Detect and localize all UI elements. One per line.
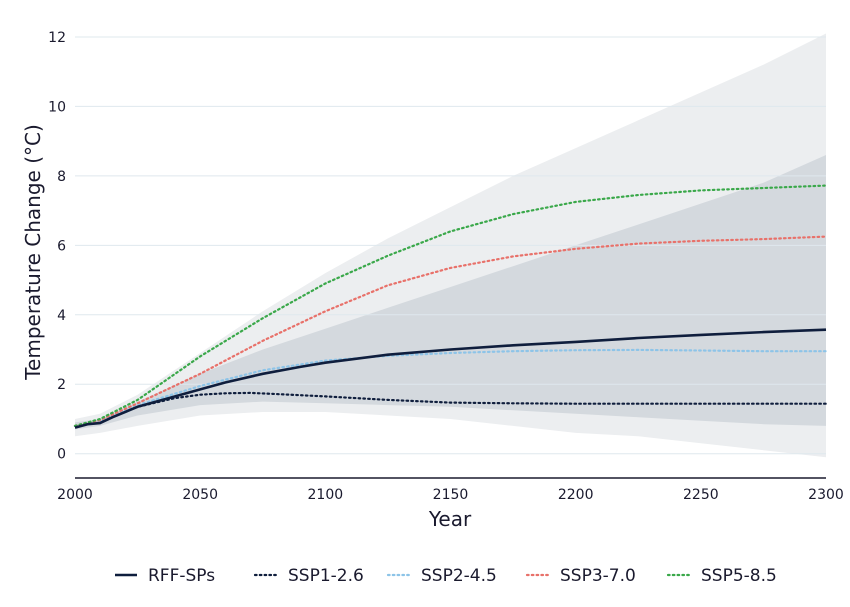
x-tick-label: 2150	[433, 487, 469, 503]
y-tick-label: 8	[57, 169, 66, 185]
legend-label: SSP2-4.5	[421, 566, 497, 586]
series-line-ssp3-7-0	[73, 235, 828, 427]
x-tick-label: 2000	[57, 487, 93, 503]
y-tick-label: 2	[57, 377, 66, 393]
legend-label: SSP1-2.6	[288, 566, 364, 586]
legend-label: RFF-SPs	[148, 566, 215, 586]
y-tick-label: 4	[57, 308, 66, 324]
y-tick-label: 10	[48, 99, 66, 115]
x-axis-title: Year	[428, 507, 472, 531]
y-tick-label: 0	[57, 447, 66, 463]
legend-label: SSP3-7.0	[560, 566, 636, 586]
y-tick-label: 6	[57, 238, 66, 254]
x-tick-labels: 2000 2050 2100 2150 2200 2250 2300	[57, 487, 844, 503]
x-tick-label: 2200	[558, 487, 594, 503]
series-line-ssp2-4-5	[73, 348, 828, 427]
x-tick-label: 2100	[308, 487, 344, 503]
y-tick-label: 12	[48, 30, 66, 46]
series-line-ssp5-8-5	[73, 184, 828, 427]
x-tick-label: 2300	[808, 487, 844, 503]
y-tick-labels: 0 2 4 6 8 10 12	[48, 30, 66, 463]
series-lines	[73, 184, 828, 429]
y-axis-title: Temperature Change (°C)	[21, 124, 45, 381]
series-line-rff-sps	[74, 328, 827, 429]
legend-label: SSP5-8.5	[701, 566, 777, 586]
band-inner	[75, 155, 826, 430]
legend: RFF-SPs SSP1-2.6 SSP2-4.5 SSP3-7.0 SSP5-8.5	[115, 566, 777, 586]
x-tick-label: 2050	[182, 487, 218, 503]
x-tick-label: 2250	[683, 487, 719, 503]
gridlines	[75, 36, 826, 455]
